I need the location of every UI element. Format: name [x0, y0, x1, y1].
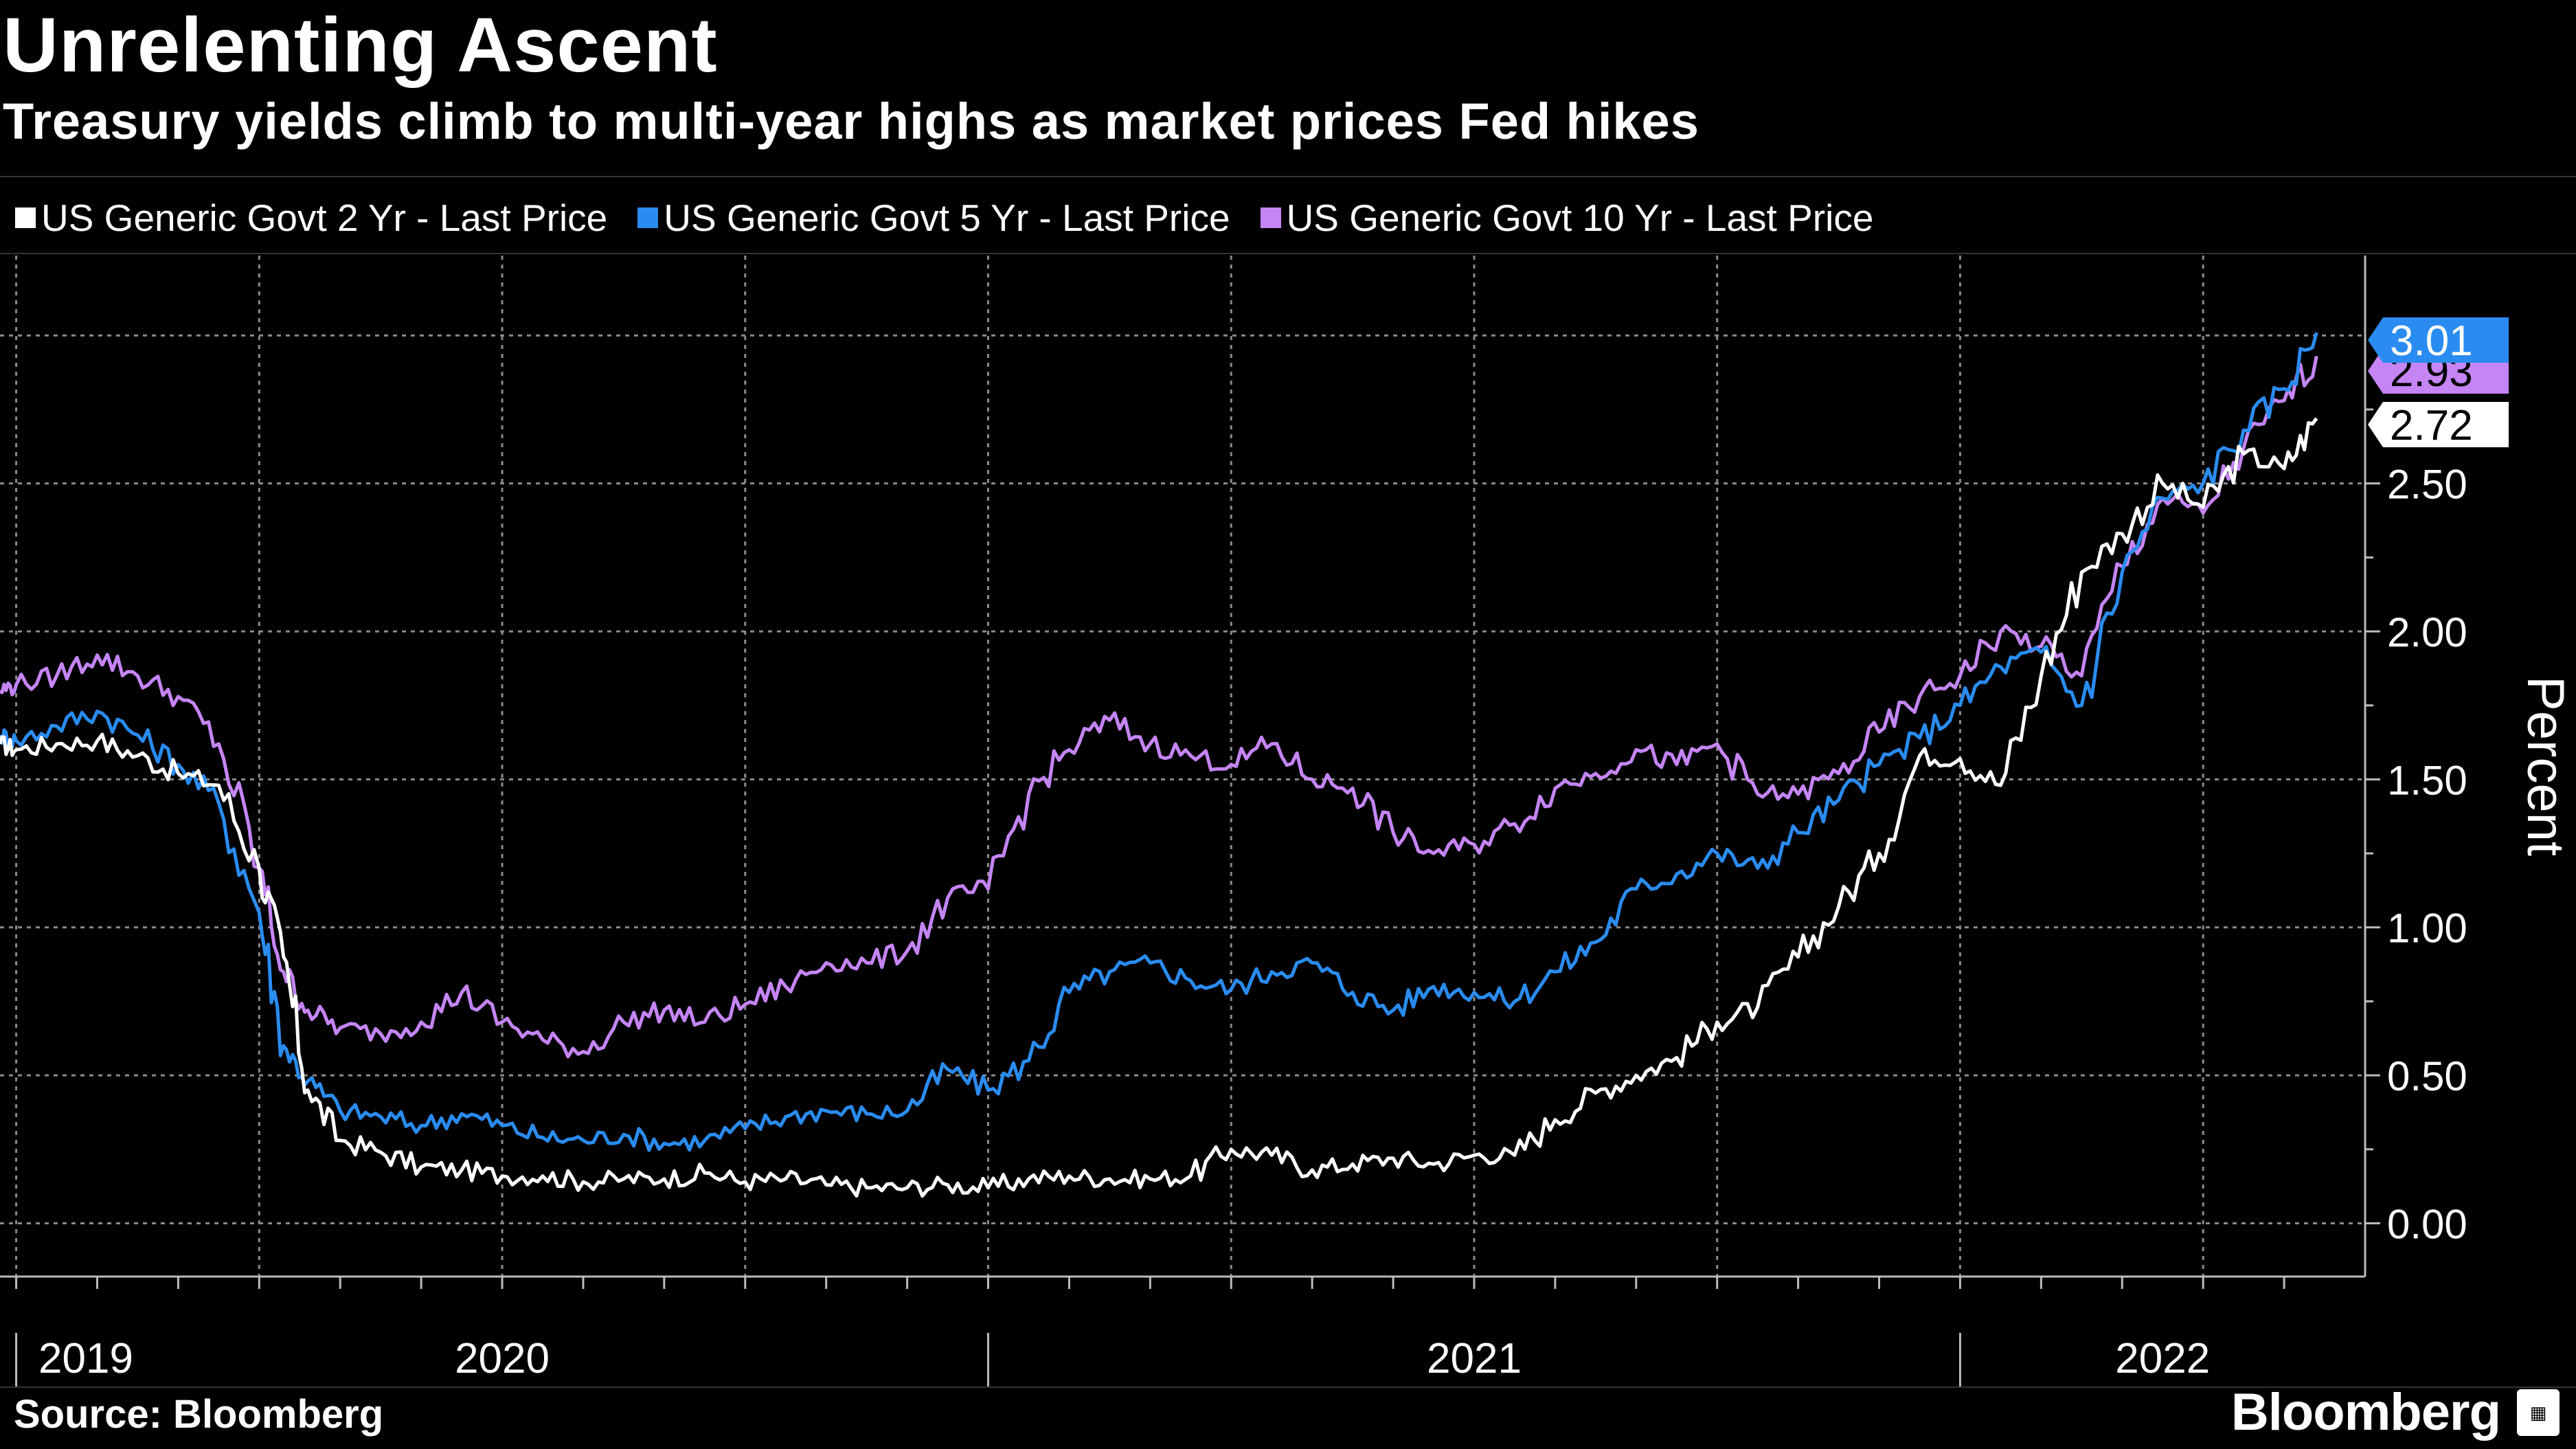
series-line-2yr [0, 417, 2318, 1198]
y-tick-label-0: 0.00 [2387, 1201, 2467, 1247]
end-tag-label-2yr: 2.72 [2390, 402, 2473, 449]
y-tick-label-5: 2.50 [2387, 462, 2467, 508]
year-label-2020: 2020 [455, 1335, 550, 1382]
series-line-10yr [0, 355, 2318, 1059]
end-tag-bg-5yr [2368, 317, 2509, 363]
end-tag-label-5yr: 3.01 [2390, 317, 2473, 365]
legend-label-2yr: US Generic Govt 2 Yr - Last Price [41, 196, 608, 239]
legend-swatch-10yr [1260, 207, 1281, 228]
year-label-2022: 2022 [2115, 1335, 2210, 1382]
legend-item-2yr: US Generic Govt 2 Yr - Last Price [15, 196, 607, 240]
y-tick-label-4: 2.00 [2387, 609, 2467, 655]
bloomberg-logo: Bloomberg [2230, 1383, 2501, 1441]
source-note: Source: Bloomberg [14, 1392, 384, 1437]
series-line-5yr [0, 332, 2318, 1152]
legend-swatch-5yr [637, 207, 659, 228]
end-tag-2yr: 2.72 [2368, 402, 2509, 449]
end-tag-bg-2yr [2368, 402, 2509, 447]
y-tick-label-1: 0.50 [2387, 1053, 2467, 1099]
footer-divider [0, 1386, 2576, 1388]
chart-subtitle: Treasury yields climb to multi-year high… [3, 93, 1699, 150]
y-tick-label-2: 1.00 [2387, 906, 2467, 952]
legend-swatch-2yr [15, 207, 36, 228]
terminal-icon: ▦ [2517, 1389, 2560, 1436]
legend-label-10yr: US Generic Govt 10 Yr - Last Price [1286, 196, 1874, 239]
y-axis-label: Percent [2516, 676, 2575, 856]
end-tag-5yr: 3.01 [2368, 317, 2509, 365]
legend-label-5yr: US Generic Govt 5 Yr - Last Price [664, 196, 1230, 239]
chart-title: Unrelenting Ascent [3, 2, 718, 88]
y-tick-label-3: 1.50 [2387, 757, 2467, 803]
legend-divider [0, 253, 2576, 254]
year-label-2021: 2021 [1427, 1335, 1522, 1382]
legend-item-5yr: US Generic Govt 5 Yr - Last Price [637, 196, 1230, 240]
legend-item-10yr: US Generic Govt 10 Yr - Last Price [1260, 196, 1874, 240]
year-label-2019: 2019 [38, 1335, 133, 1382]
chart-legend: US Generic Govt 2 Yr - Last Price US Gen… [15, 194, 1903, 242]
header-divider [0, 176, 2576, 177]
